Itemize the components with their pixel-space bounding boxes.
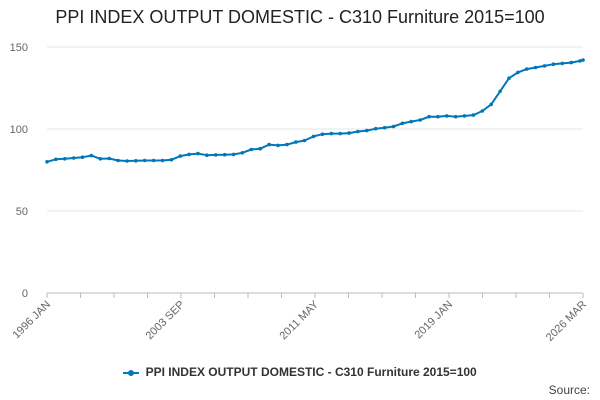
data-point[interactable] xyxy=(436,114,440,119)
data-point[interactable] xyxy=(98,157,103,161)
y-tick-label: 50 xyxy=(16,206,28,218)
x-tick-label: 2026 MAR xyxy=(544,299,589,344)
data-point[interactable] xyxy=(578,59,582,63)
grid-layer xyxy=(47,46,583,212)
legend-line-marker-icon xyxy=(123,368,140,378)
data-point[interactable] xyxy=(71,156,76,160)
chart-title: PPI INDEX OUTPUT DOMESTIC - C310 Furnitu… xyxy=(55,7,545,27)
data-point[interactable] xyxy=(151,158,156,163)
data-point[interactable] xyxy=(45,160,49,164)
data-point[interactable] xyxy=(222,152,227,157)
data-point[interactable] xyxy=(471,113,476,117)
data-point[interactable] xyxy=(533,65,538,70)
data-point[interactable] xyxy=(267,142,271,147)
data-point[interactable] xyxy=(542,64,547,68)
data-point[interactable] xyxy=(445,114,449,118)
data-point[interactable] xyxy=(338,131,343,136)
legend-label: PPI INDEX OUTPUT DOMESTIC - C310 Furnitu… xyxy=(145,365,477,379)
data-point[interactable] xyxy=(480,109,485,113)
data-point[interactable] xyxy=(134,159,138,163)
data-point[interactable] xyxy=(427,114,431,119)
data-point[interactable] xyxy=(125,159,129,163)
data-point[interactable] xyxy=(116,158,120,163)
data-point[interactable] xyxy=(142,158,147,163)
data-point[interactable] xyxy=(258,146,263,151)
data-point[interactable] xyxy=(365,128,369,133)
data-point[interactable] xyxy=(302,138,307,143)
data-point[interactable] xyxy=(462,114,467,118)
data-point[interactable] xyxy=(178,154,183,158)
data-point[interactable] xyxy=(382,125,387,130)
data-point[interactable] xyxy=(294,140,298,144)
x-tick-label: 2019 JAN xyxy=(412,299,455,342)
data-point[interactable] xyxy=(356,129,360,134)
y-tick-label: 100 xyxy=(10,124,28,136)
data-point[interactable] xyxy=(187,152,191,157)
data-point[interactable] xyxy=(560,61,565,66)
data-point[interactable] xyxy=(169,158,174,162)
data-point[interactable] xyxy=(196,151,200,156)
data-point[interactable] xyxy=(347,131,351,135)
data-point[interactable] xyxy=(320,132,325,136)
data-point[interactable] xyxy=(569,60,573,65)
data-point[interactable] xyxy=(329,131,334,136)
data-point[interactable] xyxy=(581,58,585,62)
data-point[interactable] xyxy=(489,102,494,107)
x-tick-label: 1996 JAN xyxy=(10,299,53,342)
data-point[interactable] xyxy=(240,151,245,155)
data-point[interactable] xyxy=(400,121,405,126)
data-point[interactable] xyxy=(231,152,236,157)
data-point[interactable] xyxy=(311,134,316,139)
data-point[interactable] xyxy=(160,158,165,163)
data-point[interactable] xyxy=(409,119,414,124)
legend[interactable]: PPI INDEX OUTPUT DOMESTIC - C310 Furnitu… xyxy=(0,365,600,379)
x-tick-label: 2011 MAY xyxy=(277,298,321,342)
x-tick-label: 2003 SEP xyxy=(144,299,188,343)
data-point[interactable] xyxy=(285,142,289,147)
credit-text: Source: xyxy=(548,383,590,397)
y-tick-label: 0 xyxy=(22,288,28,300)
data-point[interactable] xyxy=(507,76,511,80)
data-point[interactable] xyxy=(107,156,111,161)
data-point[interactable] xyxy=(63,157,67,161)
data-point[interactable] xyxy=(214,153,218,157)
data-point[interactable] xyxy=(498,89,502,94)
data-point[interactable] xyxy=(89,153,94,158)
data-point[interactable] xyxy=(373,126,378,131)
data-point[interactable] xyxy=(418,118,422,122)
y-tick-label: 150 xyxy=(10,42,28,54)
data-point[interactable] xyxy=(80,155,85,159)
series-layer xyxy=(45,58,585,164)
data-point[interactable] xyxy=(453,114,458,119)
data-point[interactable] xyxy=(524,67,529,71)
series-line xyxy=(46,59,584,163)
data-point[interactable] xyxy=(276,143,280,148)
data-point[interactable] xyxy=(516,70,520,75)
data-point[interactable] xyxy=(391,124,396,129)
data-point[interactable] xyxy=(205,153,209,157)
data-point[interactable] xyxy=(551,62,556,66)
data-point[interactable] xyxy=(249,147,254,152)
data-point[interactable] xyxy=(54,157,58,162)
